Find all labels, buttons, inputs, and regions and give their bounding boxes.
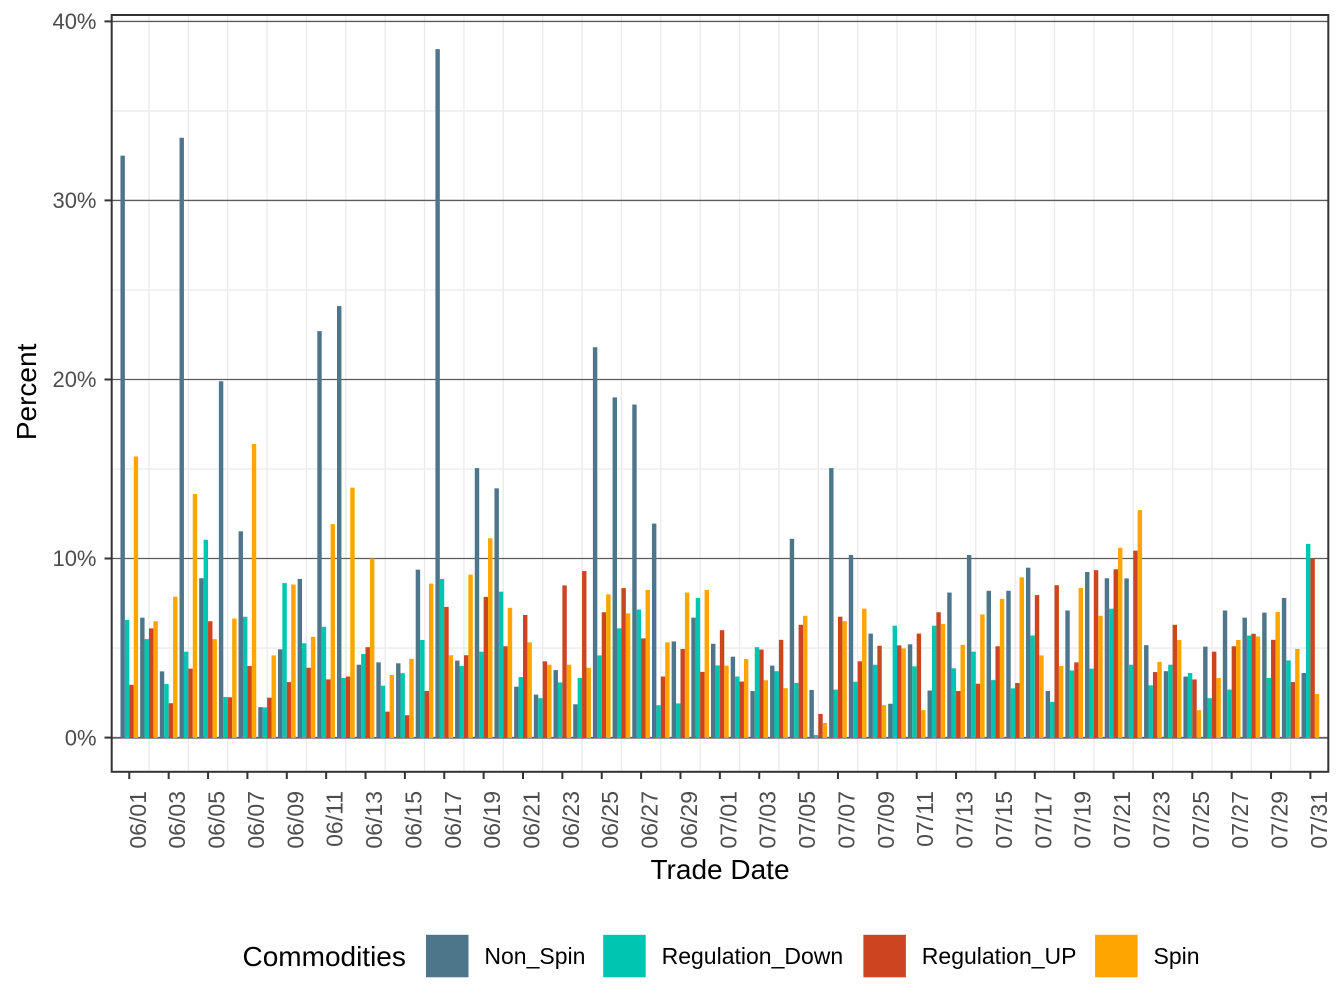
- svg-text:06/23: 06/23: [558, 791, 584, 849]
- svg-text:07/07: 07/07: [833, 791, 859, 849]
- svg-text:07/03: 07/03: [755, 791, 781, 849]
- svg-text:07/13: 07/13: [952, 791, 978, 849]
- svg-text:07/05: 07/05: [794, 791, 820, 849]
- svg-text:06/11: 06/11: [322, 791, 348, 847]
- svg-text:Non_Spin: Non_Spin: [484, 943, 585, 969]
- svg-text:40%: 40%: [52, 9, 96, 34]
- svg-text:07/23: 07/23: [1148, 791, 1174, 849]
- svg-text:10%: 10%: [52, 546, 96, 571]
- svg-text:06/19: 06/19: [479, 791, 505, 849]
- svg-text:30%: 30%: [52, 188, 96, 213]
- svg-text:07/19: 07/19: [1070, 791, 1096, 849]
- svg-text:06/27: 06/27: [637, 791, 663, 849]
- svg-text:07/11: 07/11: [912, 791, 938, 847]
- svg-text:06/15: 06/15: [400, 791, 426, 849]
- svg-text:Regulation_UP: Regulation_UP: [922, 943, 1077, 969]
- svg-text:06/13: 06/13: [361, 791, 387, 849]
- svg-text:Commodities: Commodities: [243, 941, 406, 972]
- svg-text:Spin: Spin: [1154, 943, 1200, 969]
- svg-text:20%: 20%: [52, 367, 96, 392]
- svg-text:07/29: 07/29: [1267, 791, 1293, 849]
- svg-text:07/09: 07/09: [873, 791, 899, 849]
- svg-text:06/17: 06/17: [440, 791, 466, 849]
- svg-text:06/01: 06/01: [125, 791, 151, 849]
- svg-text:07/25: 07/25: [1188, 791, 1214, 849]
- svg-text:06/05: 06/05: [204, 791, 230, 849]
- svg-text:06/29: 06/29: [676, 791, 702, 849]
- svg-text:07/17: 07/17: [1030, 791, 1056, 849]
- svg-text:Percent: Percent: [11, 343, 42, 440]
- svg-text:Trade Date: Trade Date: [650, 854, 789, 885]
- svg-text:06/25: 06/25: [597, 791, 623, 849]
- svg-text:06/03: 06/03: [164, 791, 190, 849]
- svg-text:06/09: 06/09: [282, 791, 308, 849]
- svg-text:07/31: 07/31: [1306, 791, 1332, 849]
- svg-text:06/21: 06/21: [519, 791, 545, 849]
- svg-text:07/15: 07/15: [991, 791, 1017, 849]
- svg-text:07/21: 07/21: [1109, 791, 1135, 849]
- svg-text:0%: 0%: [65, 725, 97, 750]
- svg-text:07/01: 07/01: [715, 791, 741, 849]
- svg-text:07/27: 07/27: [1227, 791, 1253, 849]
- svg-text:Regulation_Down: Regulation_Down: [662, 943, 844, 969]
- svg-text:06/07: 06/07: [243, 791, 269, 849]
